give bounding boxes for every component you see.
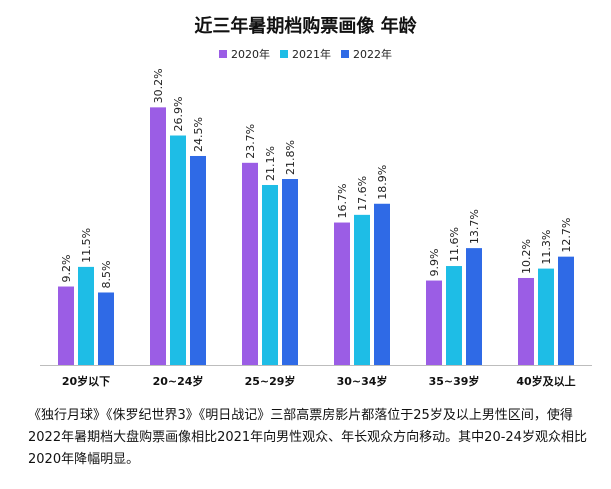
chart-caption: 《独行月球》《侏罗纪世界3》《明日战记》三部高票房影片都落位于25岁及以上男性区… xyxy=(28,408,587,467)
data-label: 12.7% xyxy=(560,218,573,253)
bar xyxy=(374,203,390,365)
bar xyxy=(242,162,258,365)
legend-swatch-2022 xyxy=(341,50,349,58)
legend-label-2021: 2021年 xyxy=(292,48,331,61)
chart-title: 近三年暑期档购票画像 年龄 xyxy=(194,16,417,37)
data-label: 30.2% xyxy=(152,68,165,103)
bar xyxy=(426,280,442,365)
bar xyxy=(334,222,350,365)
data-label: 8.5% xyxy=(100,261,113,289)
legend-item-2022: 2022年 xyxy=(341,46,392,62)
data-label: 26.9% xyxy=(172,97,185,132)
data-label: 18.9% xyxy=(376,165,389,200)
x-tick-label: 25~29岁 xyxy=(245,374,296,388)
data-label: 17.6% xyxy=(356,176,369,211)
legend-label-2020: 2020年 xyxy=(231,48,270,61)
bar xyxy=(518,277,534,365)
data-label: 11.5% xyxy=(80,228,93,263)
bar xyxy=(446,266,462,365)
legend-item-2020: 2020年 xyxy=(219,46,270,62)
legend-item-2021: 2021年 xyxy=(280,46,331,62)
data-label: 21.8% xyxy=(284,140,297,175)
data-label: 9.9% xyxy=(428,249,441,277)
bar xyxy=(262,184,278,365)
data-label: 24.5% xyxy=(192,117,205,152)
data-label: 13.7% xyxy=(468,209,481,244)
bar xyxy=(558,256,574,365)
bar xyxy=(466,248,482,365)
legend-swatch-2020 xyxy=(219,50,227,58)
bar xyxy=(282,179,298,365)
data-label: 11.3% xyxy=(540,230,553,265)
data-label: 21.1% xyxy=(264,146,277,181)
legend-label-2022: 2022年 xyxy=(353,48,392,61)
bar xyxy=(98,292,114,365)
legend-swatch-2021 xyxy=(280,50,288,58)
data-label: 9.2% xyxy=(60,255,73,283)
x-tick-label: 35~39岁 xyxy=(429,374,480,388)
data-label: 11.6% xyxy=(448,227,461,262)
bar xyxy=(58,286,74,365)
bar-chart: 9.2% 11.5% 8.5% 20岁以下 30.2% 26.9% 24.5% 20~24岁 2… xyxy=(40,68,592,388)
x-tick-label: 30~34岁 xyxy=(337,374,388,388)
data-label: 10.2% xyxy=(520,239,533,274)
x-tick-label: 20~24岁 xyxy=(153,374,204,388)
bar xyxy=(538,268,554,365)
bar xyxy=(354,214,370,365)
data-label: 23.7% xyxy=(244,124,257,159)
x-tick-label: 40岁及以上 xyxy=(516,374,575,388)
data-label: 16.7% xyxy=(336,184,349,219)
x-tick-label: 20岁以下 xyxy=(62,374,110,388)
bar xyxy=(170,135,186,365)
bar xyxy=(78,266,94,365)
legend: 2020年 2021年 2022年 xyxy=(0,46,611,62)
bar xyxy=(150,107,166,365)
bar xyxy=(190,155,206,365)
